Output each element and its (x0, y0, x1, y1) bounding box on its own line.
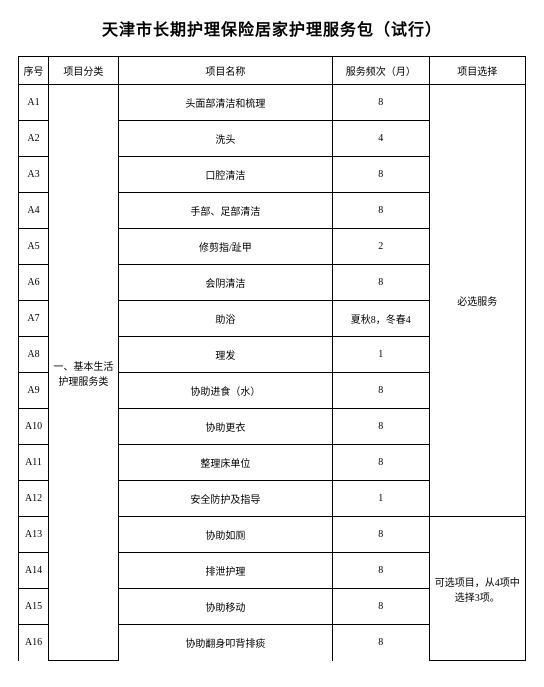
cell-seq: A12 (19, 481, 49, 517)
cell-seq: A5 (19, 229, 49, 265)
cell-freq: 8 (333, 193, 429, 229)
cell-seq: A3 (19, 157, 49, 193)
cell-seq: A13 (19, 517, 49, 553)
cell-freq: 8 (333, 553, 429, 589)
cell-seq: A4 (19, 193, 49, 229)
cell-name: 手部、足部清洁 (118, 193, 332, 229)
service-table: 序号 项目分类 项目名称 服务频次（月） 项目选择 A1 一、基本生活护理服务类… (18, 56, 526, 661)
cell-name: 头面部清洁和梳理 (118, 85, 332, 121)
cell-name: 理发 (118, 337, 332, 373)
cell-name: 协助翻身叩背排痰 (118, 625, 332, 661)
cell-freq: 夏秋8，冬春4 (333, 301, 429, 337)
cell-seq: A2 (19, 121, 49, 157)
cell-freq: 8 (333, 517, 429, 553)
cell-freq: 8 (333, 625, 429, 661)
cell-name: 协助移动 (118, 589, 332, 625)
cell-name: 整理床单位 (118, 445, 332, 481)
cell-seq: A10 (19, 409, 49, 445)
header-frequency: 服务频次（月） (333, 57, 429, 85)
cell-freq: 1 (333, 481, 429, 517)
cell-seq: A1 (19, 85, 49, 121)
cell-selection-optional: 可选项目，从4项中选择3项。 (429, 517, 525, 661)
cell-name: 口腔清洁 (118, 157, 332, 193)
cell-name: 排泄护理 (118, 553, 332, 589)
header-category: 项目分类 (49, 57, 119, 85)
cell-seq: A6 (19, 265, 49, 301)
cell-selection-required: 必选服务 (429, 85, 525, 517)
cell-seq: A15 (19, 589, 49, 625)
cell-name: 协助更衣 (118, 409, 332, 445)
header-name: 项目名称 (118, 57, 332, 85)
cell-name: 洗头 (118, 121, 332, 157)
cell-seq: A14 (19, 553, 49, 589)
cell-name: 修剪指/趾甲 (118, 229, 332, 265)
cell-name: 助浴 (118, 301, 332, 337)
cell-seq: A7 (19, 301, 49, 337)
cell-seq: A16 (19, 625, 49, 661)
cell-freq: 8 (333, 445, 429, 481)
document-title: 天津市长期护理保险居家护理服务包（试行） (18, 16, 526, 40)
header-seq: 序号 (19, 57, 49, 85)
cell-freq: 8 (333, 589, 429, 625)
header-selection: 项目选择 (429, 57, 525, 85)
cell-freq: 1 (333, 337, 429, 373)
cell-name: 协助如厕 (118, 517, 332, 553)
table-row: A1 一、基本生活护理服务类 头面部清洁和梳理 8 必选服务 (19, 85, 526, 121)
cell-seq: A8 (19, 337, 49, 373)
cell-seq: A9 (19, 373, 49, 409)
cell-freq: 8 (333, 157, 429, 193)
cell-seq: A11 (19, 445, 49, 481)
cell-freq: 8 (333, 265, 429, 301)
cell-name: 会阴清洁 (118, 265, 332, 301)
cell-freq: 8 (333, 85, 429, 121)
cell-name: 协助进食（水） (118, 373, 332, 409)
cell-category: 一、基本生活护理服务类 (49, 85, 119, 661)
cell-freq: 2 (333, 229, 429, 265)
cell-freq: 4 (333, 121, 429, 157)
header-row: 序号 项目分类 项目名称 服务频次（月） 项目选择 (19, 57, 526, 85)
cell-freq: 8 (333, 373, 429, 409)
cell-name: 安全防护及指导 (118, 481, 332, 517)
cell-freq: 8 (333, 409, 429, 445)
